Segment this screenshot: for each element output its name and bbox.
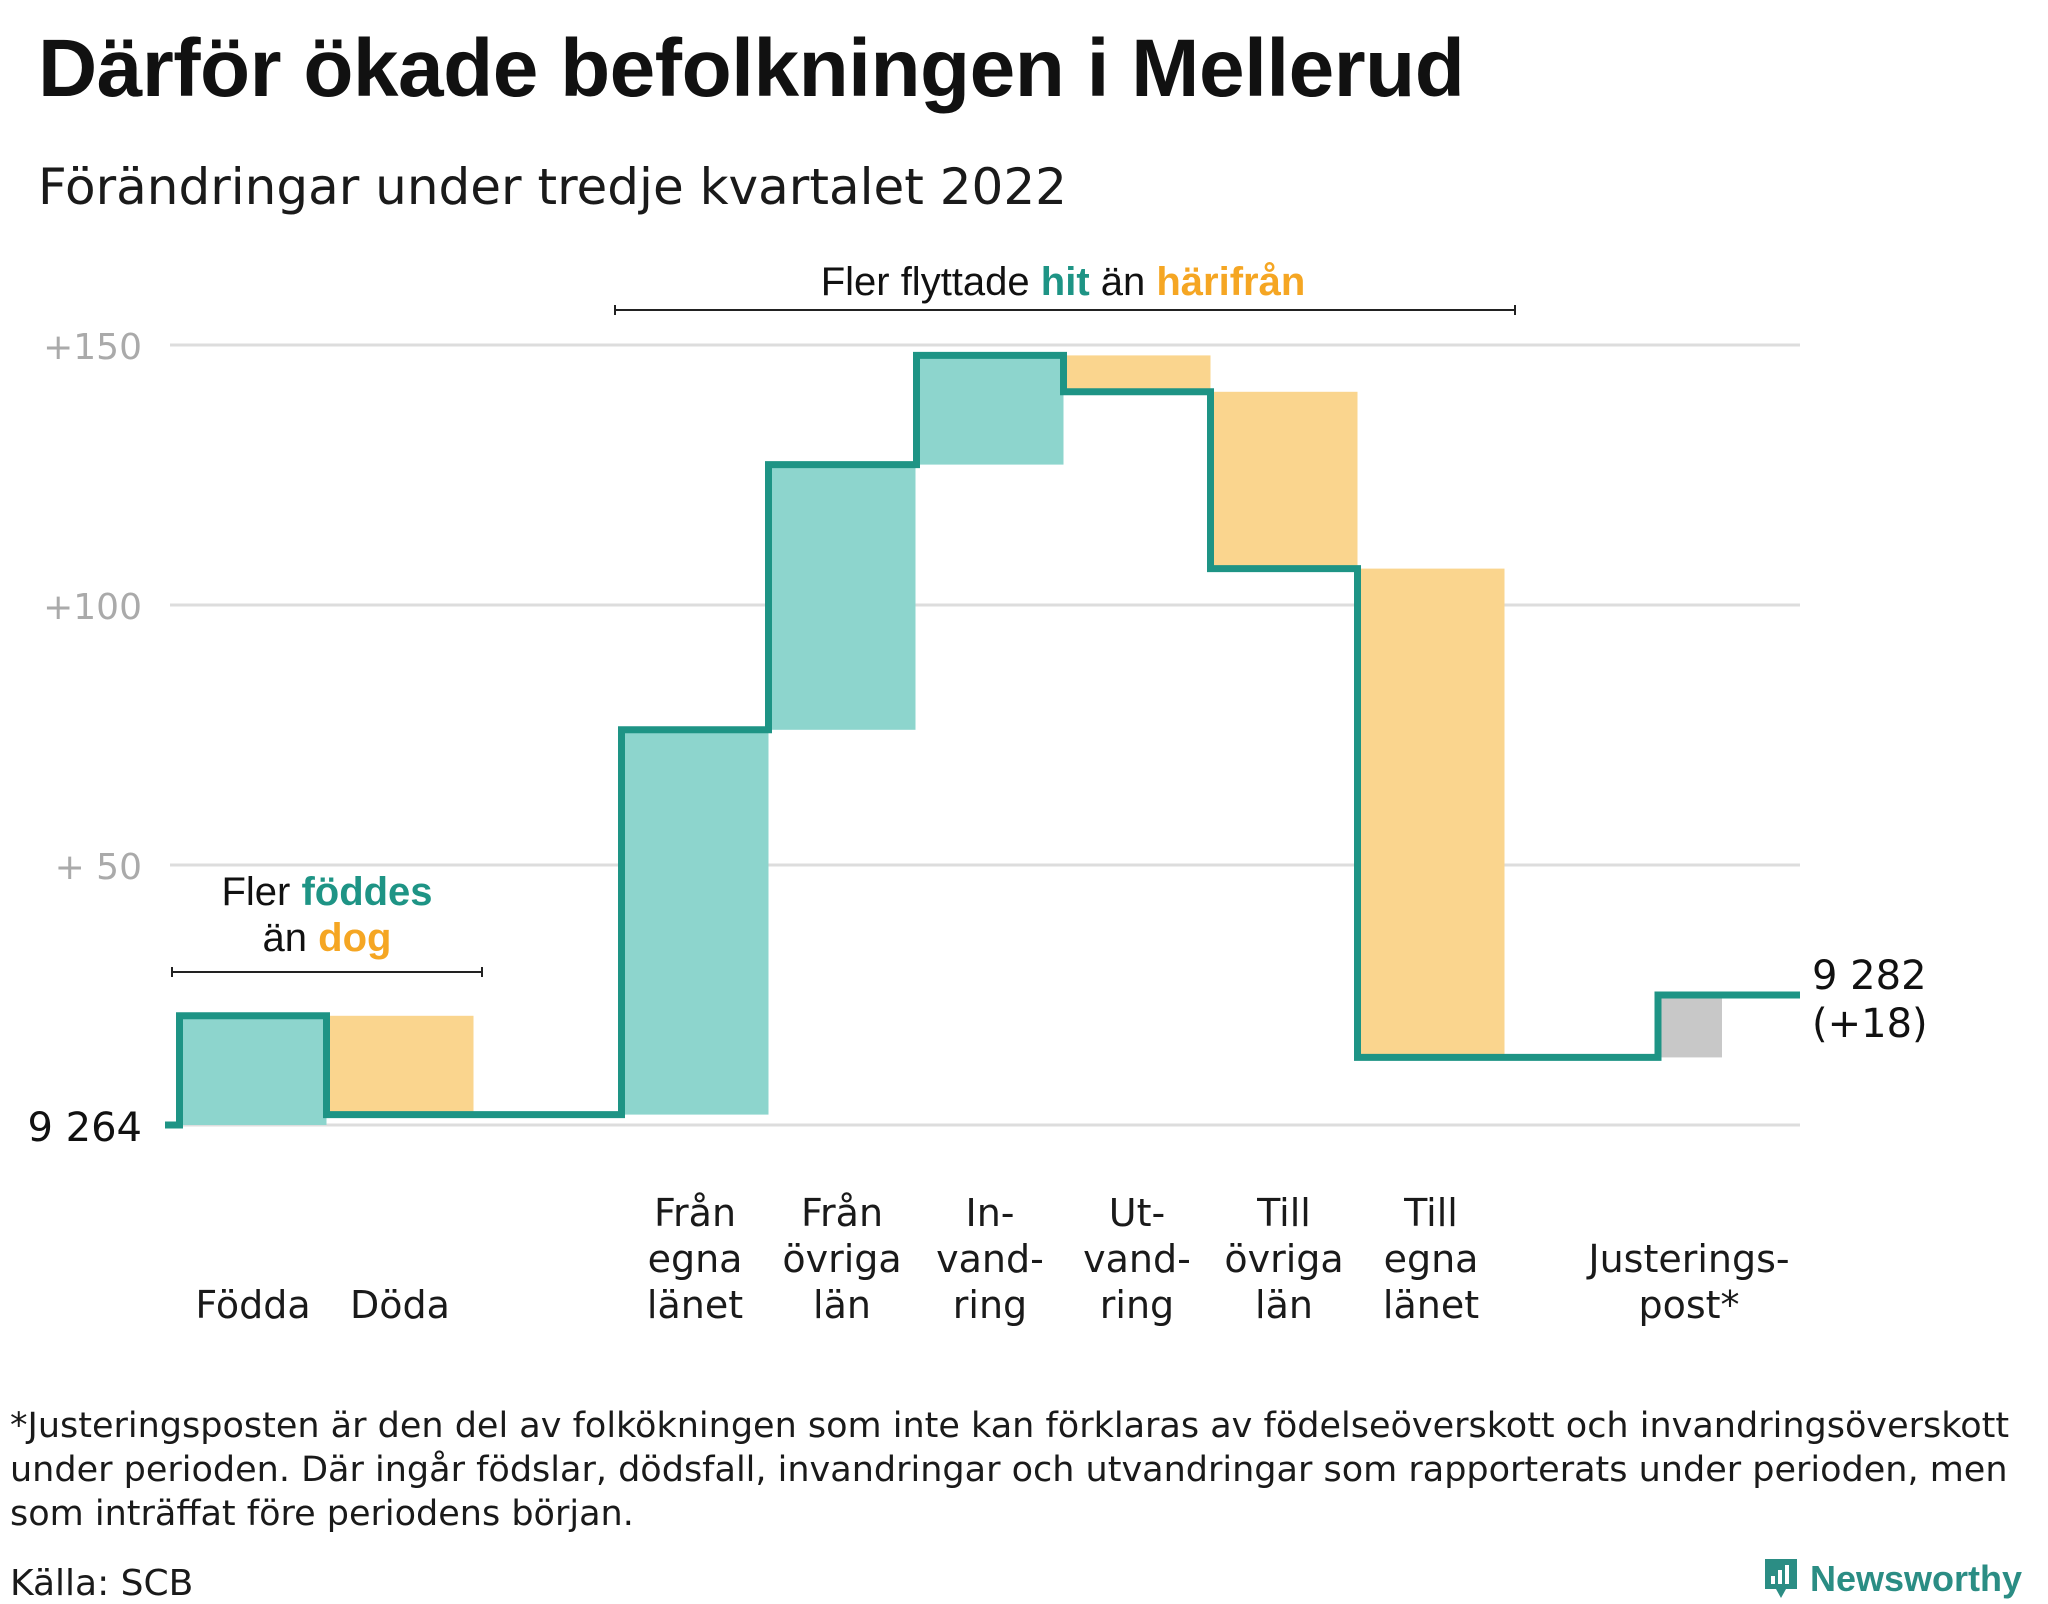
category-label: ring	[953, 1283, 1027, 1327]
category-label: länet	[647, 1283, 743, 1327]
category-label: Till	[1256, 1191, 1311, 1235]
bar-decrease	[1063, 355, 1211, 392]
bar-decrease	[1357, 568, 1505, 1058]
bar-increase	[621, 729, 769, 1115]
category-label: övriga	[782, 1237, 901, 1281]
category-label: län	[813, 1283, 871, 1327]
category-label: övriga	[1224, 1237, 1343, 1281]
end-value-label: 9 282	[1812, 953, 1927, 999]
category-label: Till	[1403, 1191, 1458, 1235]
category-label: In-	[965, 1191, 1014, 1235]
category-label: egna	[1384, 1237, 1479, 1281]
category-label: vand-	[936, 1237, 1044, 1281]
bar-adjustment	[1660, 995, 1722, 1058]
step-line-group	[165, 351, 1800, 1129]
end-change-label: (+18)	[1812, 1001, 1928, 1047]
migration-annotation: Fler flyttade hit än härifrån	[821, 260, 1306, 304]
category-label: Från	[654, 1191, 736, 1235]
bar-decrease	[326, 1015, 474, 1115]
category-label: vand-	[1083, 1237, 1191, 1281]
bar-increase	[768, 464, 916, 730]
y-tick-label: + 50	[55, 847, 142, 888]
births-annotation-line1: Fler föddes	[221, 870, 432, 914]
brand-logo: Newsworthy	[1762, 1556, 2022, 1602]
y-tick-label: +100	[43, 587, 142, 628]
bar-increase	[916, 355, 1064, 465]
footnote: *Justeringsposten är den del av folkökni…	[10, 1406, 2010, 1534]
category-label: ring	[1100, 1283, 1174, 1327]
category-label: Födda	[195, 1283, 310, 1327]
category-label: länet	[1383, 1283, 1479, 1327]
y-tick-label: +150	[43, 327, 142, 368]
category-label: Från	[801, 1191, 883, 1235]
gridlines	[170, 343, 1800, 1127]
bar-decrease	[1210, 391, 1358, 569]
chart-subtitle: Förändringar under tredje kvartalet 2022	[38, 158, 1067, 216]
category-label: län	[1255, 1283, 1313, 1327]
brand-name: Newsworthy	[1809, 1558, 2022, 1599]
source-label: Källa: SCB	[10, 1563, 194, 1604]
category-label: egna	[648, 1237, 743, 1281]
bar-increase	[179, 1015, 327, 1125]
category-label: post*	[1638, 1283, 1739, 1327]
category-label: Justerings-	[1586, 1237, 1789, 1281]
bars	[179, 355, 1722, 1125]
chart-title: Därför ökade befolkningen i Mellerud	[38, 23, 1465, 114]
step-line	[165, 351, 1800, 1129]
births-annotation-line2: än dog	[263, 916, 392, 960]
category-label: Ut-	[1109, 1191, 1165, 1235]
newsworthy-logo-icon	[1764, 1559, 1797, 1598]
start-value-label: 9 264	[27, 1105, 142, 1151]
category-label: Döda	[350, 1283, 450, 1327]
